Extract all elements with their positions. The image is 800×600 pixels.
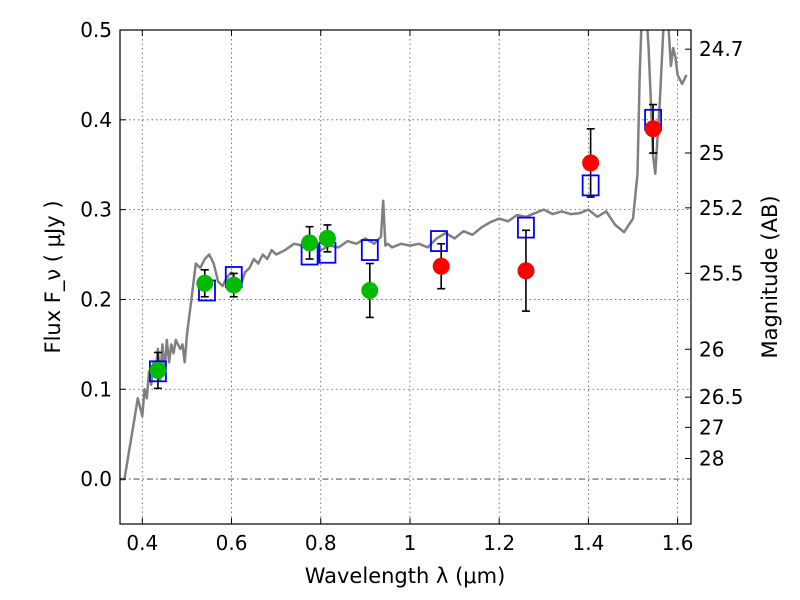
model-square-6 [430,230,448,252]
x-tick-label-4: 1.2 [483,531,515,555]
y-tick-label-3: 0.3 [80,198,112,222]
y-tick-label-0: 0.0 [80,467,112,491]
y-tick-label-1: 0.1 [80,377,112,401]
optical-point-2 [225,276,243,294]
optical-point-1 [196,274,214,292]
optical-point-3 [301,234,319,252]
template-spectrum [120,30,688,481]
x-tick-label-5: 1.4 [572,531,604,555]
y-axis-label: Flux F_ν ( μJy ) [41,200,66,353]
nir-point-1 [517,262,535,280]
x-axis-label: Wavelength λ (μm) [305,564,506,588]
optical-point-5 [361,281,379,299]
nir-point-3 [644,120,662,138]
nir-point-0 [432,257,450,275]
model-square-8 [581,174,600,197]
right-tick-label-5: 26.5 [699,385,744,409]
x-tick-label-3: 1 [404,531,417,555]
x-tick-label-1: 0.6 [216,531,248,555]
observed-photometry [149,120,662,379]
optical-point-0 [149,361,167,379]
model-square-7 [517,216,535,239]
right-tick-label-0: 24.7 [699,37,744,61]
model-square-5 [360,239,379,261]
y-tick-label-4: 0.4 [80,108,112,132]
x-tick-label-2: 0.8 [305,531,337,555]
right-tick-label-7: 28 [699,447,724,471]
x-tick-label-0: 0.4 [126,531,158,555]
y-tick-label-2: 0.2 [80,287,112,311]
optical-point-4 [318,229,336,247]
right-axis-label: Magnitude (AB) [758,195,782,358]
x-tick-label-6: 1.6 [662,531,694,555]
axis-ticks [120,29,691,524]
error-bars [153,103,658,390]
tick-labels: 0.4 0.6 0.8 1 1.2 1.4 1.6 0.0 0.1 0.2 0.3 0.4 0.5 24.… [80,18,743,555]
nir-point-2 [582,154,600,172]
model-photometry [149,108,662,383]
right-tick-label-1: 25 [699,141,724,165]
right-tick-label-4: 26 [699,337,724,361]
spectrum-line [120,30,688,481]
right-tick-label-3: 25.5 [699,261,744,285]
plot-frame [119,29,692,525]
y-tick-label-5: 0.5 [80,18,112,42]
right-tick-label-6: 27 [699,415,724,439]
right-tick-label-2: 25.2 [699,196,744,220]
